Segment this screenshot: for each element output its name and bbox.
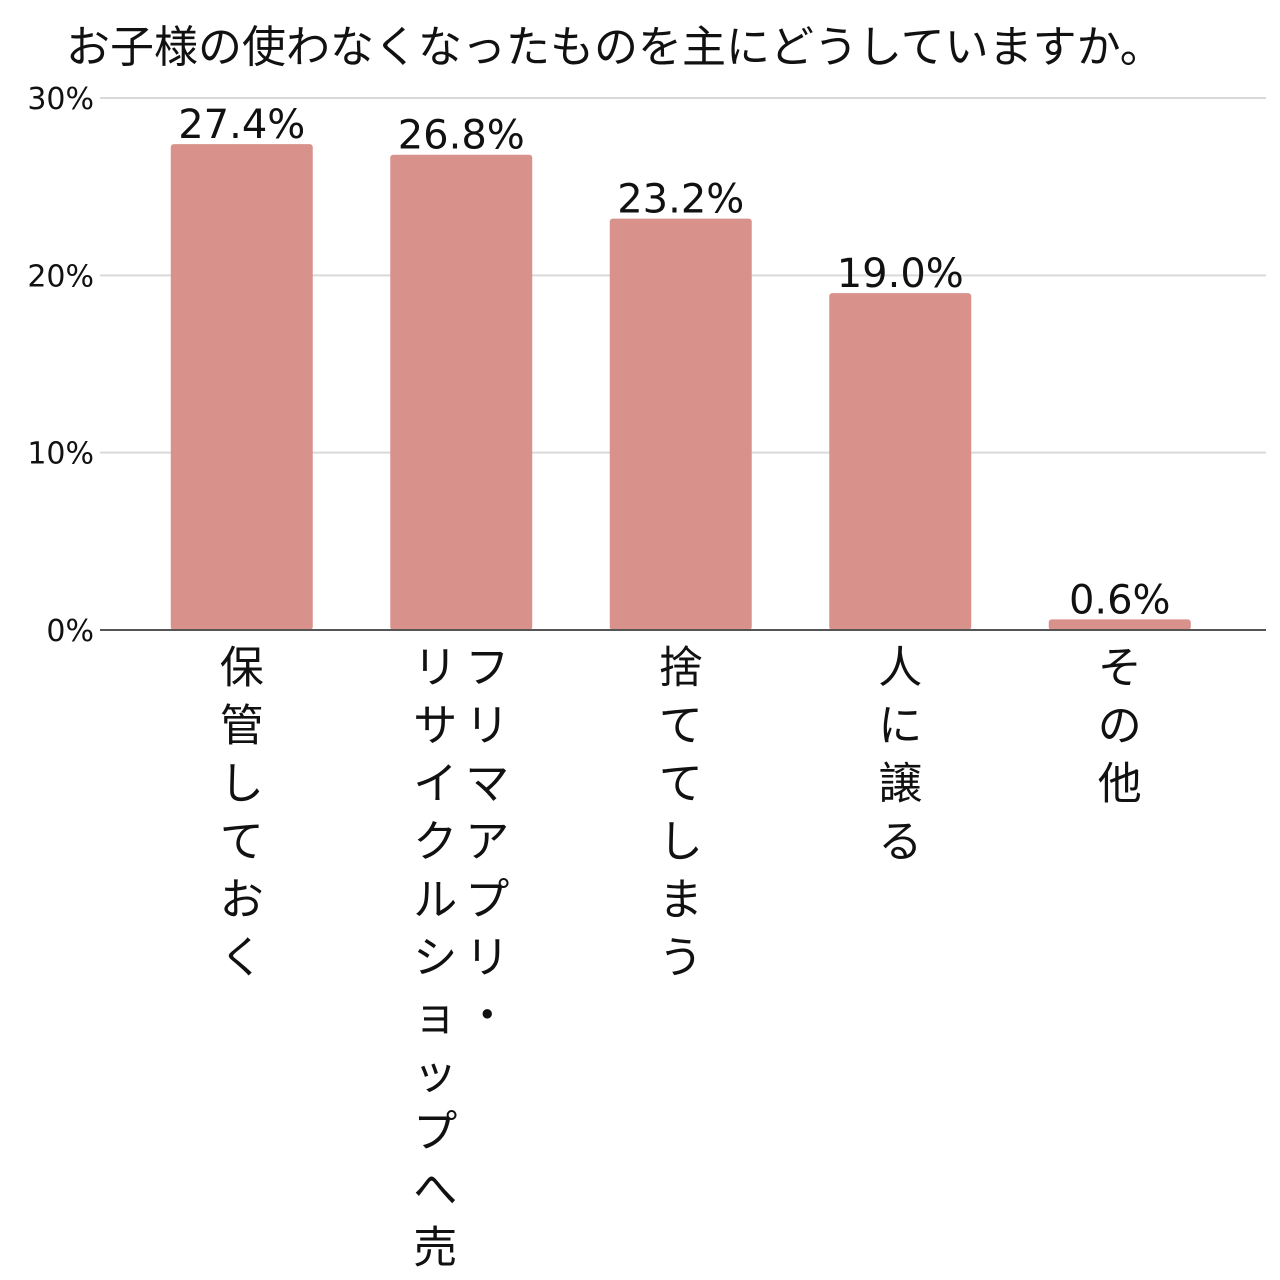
category-char: へ: [413, 1165, 457, 1216]
category-char: マ: [465, 759, 509, 810]
chart-title: お子様の使わなくなったものを主にどうしていますか。: [66, 22, 1164, 73]
category-char: リ: [465, 701, 509, 752]
category-char: し: [220, 759, 264, 810]
category-char: ア: [465, 817, 509, 868]
bar-3: [829, 293, 972, 630]
category-char: 譲: [878, 759, 922, 810]
category-char: ョ: [413, 991, 457, 1042]
bar-0: [170, 144, 313, 630]
category-char: ク: [413, 817, 457, 868]
category-char: の: [1098, 701, 1142, 752]
bars: [170, 144, 1191, 630]
category-char: 売: [413, 1223, 457, 1274]
bar-1: [390, 154, 533, 630]
category-char: お: [220, 875, 264, 926]
category-char: リ: [465, 933, 509, 984]
category-char: て: [659, 701, 703, 752]
category-char: 管: [220, 701, 264, 752]
category-char: て: [659, 759, 703, 810]
category-char: ま: [659, 875, 703, 926]
category-char: プ: [413, 1107, 457, 1158]
category-char: リ: [413, 643, 457, 694]
category-char: ッ: [413, 1049, 457, 1100]
category-char: 捨: [659, 643, 703, 694]
category-char: る: [878, 817, 922, 868]
bar-4: [1048, 619, 1191, 630]
bar-2: [609, 218, 752, 630]
labels: 0%10%20%30%27.4%保管しておく26.8%フリマアプリ・リサイクルシ…: [27, 82, 1171, 1274]
value-label-4: 0.6%: [1069, 577, 1171, 623]
category-char: て: [220, 817, 264, 868]
y-tick-label-30: 30%: [27, 82, 94, 117]
value-label-0: 27.4%: [178, 102, 305, 148]
category-char: サ: [413, 701, 457, 752]
category-char: ・: [465, 991, 509, 1042]
category-char: シ: [413, 933, 457, 984]
category-char: イ: [413, 759, 457, 810]
category-char: フ: [465, 643, 509, 694]
category-char: そ: [1098, 643, 1142, 694]
category-char: 保: [220, 643, 264, 694]
y-tick-label-10: 10%: [27, 437, 94, 472]
category-char: プ: [465, 875, 509, 926]
category-char: う: [659, 933, 703, 984]
category-char: 他: [1098, 759, 1142, 810]
y-tick-label-20: 20%: [27, 259, 94, 294]
value-label-2: 23.2%: [617, 177, 744, 223]
value-label-3: 19.0%: [837, 251, 964, 297]
value-label-1: 26.8%: [398, 113, 525, 159]
category-char: ル: [413, 875, 457, 926]
category-char: 人: [878, 643, 922, 694]
y-tick-label-0: 0%: [46, 614, 94, 649]
category-label-4: その他: [1098, 643, 1142, 810]
category-char: に: [878, 701, 922, 752]
category-char: し: [659, 817, 703, 868]
category-char: く: [220, 933, 264, 984]
